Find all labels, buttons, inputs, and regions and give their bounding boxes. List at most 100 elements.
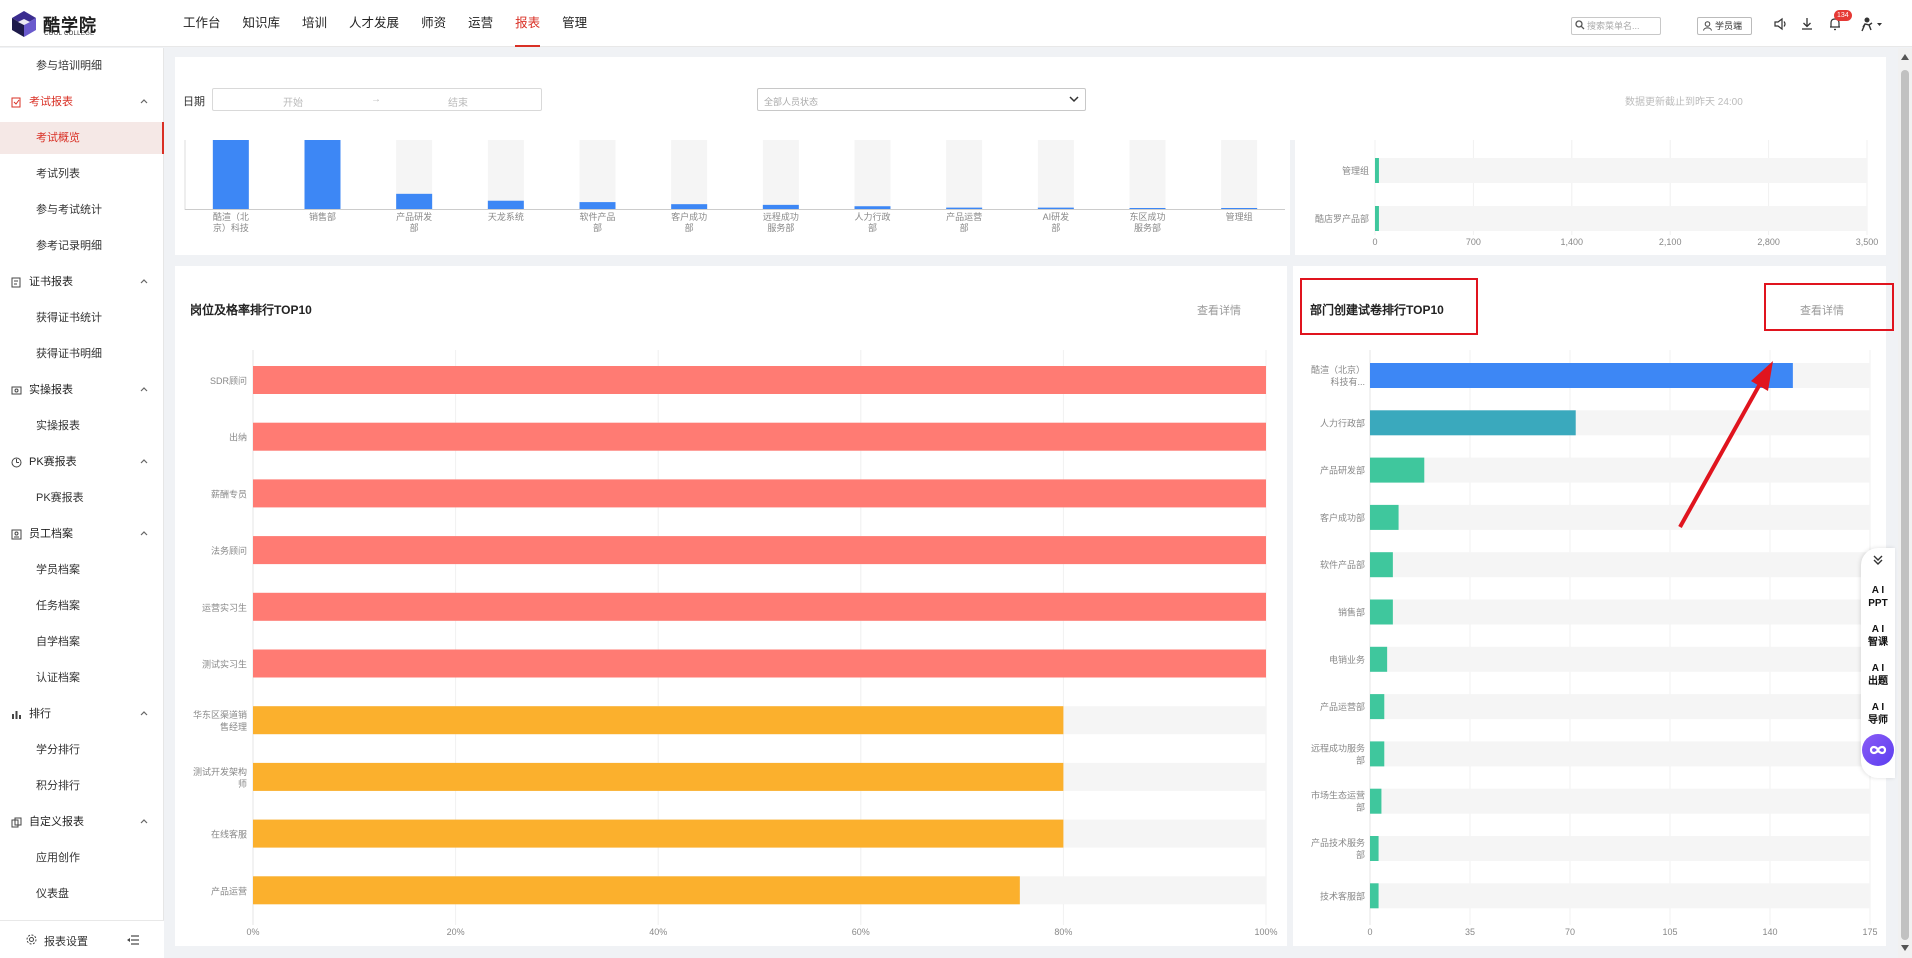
sidebar-item-label: 应用创作: [36, 852, 80, 864]
position-pass-rate-chart: 0% 20% 40% 60% 80% 100%SDR顾问出纳薪酬专员法务顾问运营实习生测试…: [175, 350, 1287, 946]
pass-rate-bar: [253, 366, 1266, 394]
sidebar-item-15[interactable]: 任务档案: [0, 590, 164, 622]
ai-tool-0[interactable]: A I PPT: [1861, 584, 1895, 610]
column-bar: [1130, 208, 1166, 209]
y-tick-label: SDR顾问: [210, 375, 247, 386]
user-avatar-menu-icon[interactable]: [1858, 15, 1884, 33]
position-pass-rate-detail-link[interactable]: 查看详情: [1197, 302, 1241, 318]
ai-tool-line: 出题: [1861, 675, 1895, 688]
sidebar: 参与培训明细 考试报表考试概览考试列表参与考试统计 参考记录明细证书报表获得证书统计…: [0, 48, 164, 958]
staff-status-select[interactable]: 全部人员状态: [757, 88, 1086, 111]
x-tick-label: 东区成功: [1129, 211, 1165, 222]
sidebar-group-label: 证书报表: [29, 276, 73, 288]
download-icon[interactable]: [1798, 15, 1816, 33]
sidebar-item-16[interactable]: 自学档案: [0, 626, 164, 658]
nav-item-4[interactable]: 师资: [410, 0, 457, 47]
sidebar-group-11[interactable]: PK赛报表: [0, 446, 164, 478]
sidebar-item-3[interactable]: 考试列表: [0, 158, 164, 190]
detail-link-highlight-box: [1764, 283, 1894, 331]
nav-item-0[interactable]: 工作台: [172, 0, 232, 47]
report-settings-bar[interactable]: 报表设置: [0, 920, 164, 958]
sidebar-group-18[interactable]: 排行: [0, 698, 164, 730]
ai-assistant-button[interactable]: [1862, 734, 1894, 766]
x-tick-label: 100%: [1254, 927, 1277, 937]
ai-tool-1[interactable]: A I 智课: [1861, 623, 1895, 649]
sidebar-item-7[interactable]: 获得证书统计: [0, 302, 164, 334]
y-tick-label: 测试实习生: [202, 659, 247, 670]
sidebar-item-4[interactable]: 参与考试统计: [0, 194, 164, 226]
chevron-up-icon: [140, 278, 148, 284]
sidebar-group-21[interactable]: 自定义报表: [0, 806, 164, 838]
scroll-down-icon[interactable]: [1901, 945, 1909, 951]
sidebar-group-13[interactable]: 员工档案: [0, 518, 164, 550]
menu-search-input[interactable]: 搜索菜单名...: [1571, 17, 1661, 35]
ai-tool-2[interactable]: A I 出题: [1861, 662, 1895, 688]
y-tick-label: 师: [238, 778, 247, 789]
y-tick-label: 运营实习生: [202, 602, 247, 613]
sidebar-item-0[interactable]: 参与培训明细: [0, 50, 164, 82]
sidebar-item-20[interactable]: 积分排行: [0, 770, 164, 802]
page-scrollbar[interactable]: [1898, 48, 1912, 958]
ranking-icon: [11, 709, 22, 720]
date-range-picker[interactable]: 开始 → 结束: [212, 88, 542, 111]
sidebar-item-19[interactable]: 学分排行: [0, 734, 164, 766]
sidebar-item-8[interactable]: 获得证书明细: [0, 338, 164, 370]
sidebar-group-6[interactable]: 证书报表: [0, 266, 164, 298]
sidebar-item-12[interactable]: PK赛报表: [0, 482, 164, 514]
ai-tool-3[interactable]: A I 导师: [1861, 701, 1895, 727]
sidebar-item-10[interactable]: 实操报表: [0, 410, 164, 442]
y-tick-label: 产品运营部: [1320, 701, 1365, 712]
collapse-sidebar-icon[interactable]: [127, 935, 139, 945]
sidebar-item-23[interactable]: 仪表盘: [0, 878, 164, 910]
paper-count-bar: [1370, 505, 1399, 530]
ai-tool-line: A I: [1861, 662, 1895, 675]
pass-rate-bar: [253, 479, 1266, 507]
column-track: [946, 140, 982, 209]
x-tick-label: 服务部: [1134, 222, 1161, 233]
sidebar-group-1[interactable]: 考试报表: [0, 86, 164, 118]
pass-rate-bar: [253, 650, 1266, 678]
nav-item-7[interactable]: 管理: [551, 0, 598, 47]
staff-status-placeholder: 全部人员状态: [764, 95, 818, 108]
y-tick-label: 在线客服: [211, 829, 247, 840]
y-tick-label: 管理组: [1342, 165, 1369, 176]
column-bar: [946, 208, 982, 209]
position-pass-rate-title: 岗位及格率排行TOP10: [190, 301, 312, 318]
sidebar-item-22[interactable]: 应用创作: [0, 842, 164, 874]
nav-item-3[interactable]: 人才发展: [338, 0, 410, 47]
column-bar: [855, 206, 891, 209]
x-tick-label: 酷渲（北: [213, 211, 249, 222]
column-track: [488, 140, 524, 209]
x-tick-label: 105: [1662, 927, 1677, 937]
scrollbar-thumb[interactable]: [1901, 70, 1909, 940]
sidebar-group-9[interactable]: 实操报表: [0, 374, 164, 406]
profile-icon: [11, 529, 22, 540]
x-tick-label: 软件产品: [579, 211, 615, 222]
y-tick-label: 华东区渠道销: [193, 709, 247, 720]
scroll-up-icon[interactable]: [1901, 54, 1909, 60]
y-tick-label: 产品技术服务: [1311, 837, 1365, 848]
nav-item-5[interactable]: 运营: [457, 0, 504, 47]
sidebar-item-2[interactable]: 考试概览: [0, 122, 164, 154]
y-tick-label: 薪酬专员: [211, 488, 247, 499]
y-tick-label: 人力行政部: [1320, 417, 1365, 428]
collapse-chevrons-icon[interactable]: [1872, 554, 1884, 566]
nav-item-1[interactable]: 知识库: [232, 0, 292, 47]
x-tick-label: 部: [1051, 222, 1060, 233]
sidebar-item-17[interactable]: 认证档案: [0, 662, 164, 694]
app-logo[interactable]: 酷学院 COOL COLLEGE: [10, 10, 150, 40]
switch-to-learner-button[interactable]: 学员端: [1697, 17, 1752, 35]
y-tick-label: 部: [1356, 754, 1365, 765]
sidebar-item-5[interactable]: 参考记录明细: [0, 230, 164, 262]
nav-item-6[interactable]: 报表: [504, 0, 551, 47]
y-tick-label: 法务顾问: [211, 545, 247, 556]
sidebar-item-14[interactable]: 学员档案: [0, 554, 164, 586]
ai-tool-line: 导师: [1861, 714, 1895, 727]
sidebar-group-label: PK赛报表: [29, 456, 77, 468]
x-tick-label: 部: [410, 222, 419, 233]
speaker-icon[interactable]: [1771, 15, 1789, 33]
sidebar-group-label: 自定义报表: [29, 816, 84, 828]
paper-count-bar: [1370, 600, 1393, 625]
sidebar-group-label: 实操报表: [29, 384, 73, 396]
nav-item-2[interactable]: 培训: [291, 0, 338, 47]
